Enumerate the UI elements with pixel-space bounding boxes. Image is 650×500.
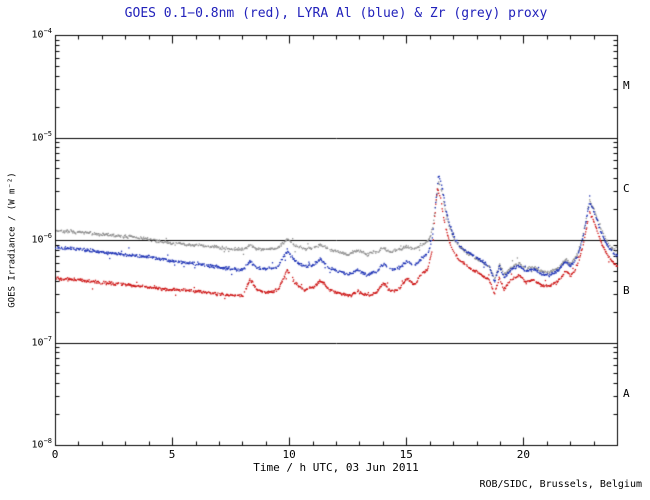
flare-class-label-b: B [623, 284, 630, 298]
x-tick-label: 20 [516, 448, 530, 461]
credit-text: ROB/SIDC, Brussels, Belgium [479, 479, 642, 490]
y-tick-label: 10−8 [31, 437, 52, 451]
x-tick-label: 0 [51, 448, 59, 461]
y-tick-label: 10−5 [31, 129, 52, 143]
y-tick-label: 10−6 [31, 232, 52, 246]
x-tick-label: 5 [168, 448, 176, 461]
y-tick-label: 10−7 [31, 334, 52, 348]
flare-class-label-a: A [623, 386, 630, 400]
x-axis-label: Time / h UTC, 03 Jun 2011 [253, 461, 419, 474]
flare-class-label-c: C [623, 181, 630, 195]
flare-class-label-m: M [623, 79, 630, 93]
x-tick-label: 10 [282, 448, 296, 461]
x-tick-label: 15 [399, 448, 413, 461]
chart-title: GOES 0.1−0.8nm (red), LYRA Al (blue) & Z… [124, 6, 548, 21]
y-tick-label: 10−4 [31, 27, 52, 41]
